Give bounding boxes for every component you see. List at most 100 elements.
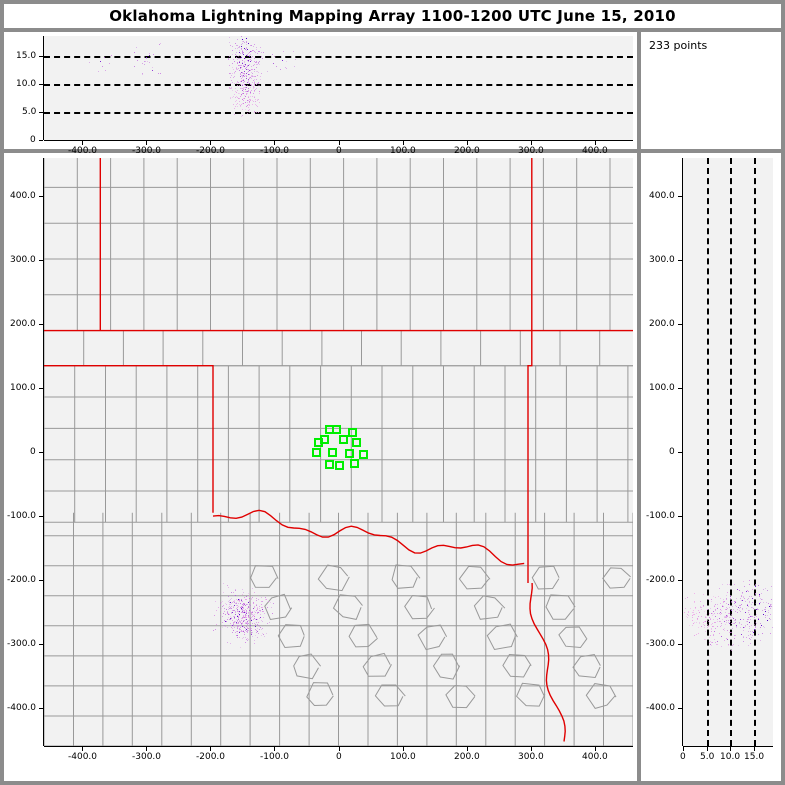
source-point <box>743 641 744 642</box>
source-point <box>765 607 766 608</box>
source-point <box>241 44 242 45</box>
source-point <box>243 608 244 609</box>
source-point <box>239 631 240 632</box>
lma-station-marker[interactable] <box>332 425 341 434</box>
x-axis-tick-label: 5.0 <box>700 752 715 762</box>
lma-station-marker[interactable] <box>345 449 354 458</box>
source-point <box>249 625 250 626</box>
source-point <box>250 59 251 60</box>
plan-view-map-panel[interactable]: -400.0 -300.0 -200.0 -100.0 0 100.0 200.0 300.0… <box>4 153 637 781</box>
county-border <box>404 594 435 620</box>
source-point <box>261 607 262 608</box>
source-point <box>770 614 771 615</box>
source-point <box>250 84 251 85</box>
source-point <box>756 609 757 610</box>
source-point <box>234 94 235 95</box>
source-point <box>236 45 237 46</box>
source-point <box>245 614 246 615</box>
source-point <box>256 605 257 606</box>
source-point <box>249 56 250 57</box>
source-point <box>734 638 735 639</box>
source-point <box>755 603 756 604</box>
source-point <box>255 62 256 63</box>
source-point <box>725 612 726 613</box>
source-point <box>239 601 240 602</box>
source-point <box>239 101 240 102</box>
source-point <box>258 612 259 613</box>
source-point <box>224 608 225 609</box>
source-point <box>711 599 712 600</box>
source-point <box>257 75 258 76</box>
source-point <box>231 612 232 613</box>
y-axis-tick-label: 100.0 <box>649 383 675 393</box>
source-point <box>234 618 235 619</box>
lma-station-marker[interactable] <box>328 448 337 457</box>
source-point <box>229 608 230 609</box>
source-point <box>142 74 143 75</box>
source-point <box>280 69 281 70</box>
altitude-vs-east-west-panel[interactable]: -400.0 -300.0 -200.0 -100.0 0 100.0 200.0 300.0… <box>4 32 637 156</box>
lma-station-marker[interactable] <box>335 461 344 470</box>
source-point <box>728 620 729 621</box>
source-point <box>721 623 722 624</box>
source-point <box>241 81 242 82</box>
source-point <box>248 620 249 621</box>
source-point <box>238 93 239 94</box>
source-point <box>238 606 239 607</box>
source-point <box>251 628 252 629</box>
source-point <box>248 74 249 75</box>
lma-station-marker[interactable] <box>325 460 334 469</box>
source-point <box>240 81 241 82</box>
source-point <box>746 591 747 592</box>
source-point <box>159 44 160 45</box>
source-point <box>283 51 284 52</box>
lma-station-marker[interactable] <box>352 438 361 447</box>
source-point <box>713 635 714 636</box>
source-point <box>145 61 146 62</box>
lma-station-marker[interactable] <box>348 428 357 437</box>
county-border <box>293 653 321 680</box>
source-point <box>725 624 726 625</box>
lma-station-marker[interactable] <box>359 450 368 459</box>
source-point <box>755 627 756 628</box>
lma-station-marker[interactable] <box>312 448 321 457</box>
altitude-vs-east-west-plot[interactable] <box>44 36 633 140</box>
source-point <box>728 644 729 645</box>
source-point <box>226 609 227 610</box>
source-point <box>734 623 735 624</box>
source-point <box>98 71 99 72</box>
source-point <box>246 75 247 76</box>
source-point <box>229 73 230 74</box>
source-point <box>256 88 257 89</box>
source-point <box>713 619 714 620</box>
county-state-boundaries <box>44 158 633 746</box>
source-point <box>242 85 243 86</box>
source-point <box>246 615 247 616</box>
source-point <box>244 66 245 67</box>
lma-station-marker[interactable] <box>350 459 359 468</box>
source-point <box>248 613 249 614</box>
source-point <box>254 58 255 59</box>
source-point <box>242 610 243 611</box>
county-border <box>306 682 334 707</box>
lma-station-marker[interactable] <box>339 435 348 444</box>
source-point <box>250 70 251 71</box>
source-point <box>258 622 259 623</box>
source-point <box>244 604 245 605</box>
source-point <box>752 616 753 617</box>
source-point <box>232 73 233 74</box>
source-point <box>225 603 226 604</box>
altitude-vs-north-south-plot[interactable] <box>683 158 773 746</box>
source-point <box>227 619 228 620</box>
source-point <box>247 608 248 609</box>
source-point <box>160 73 161 74</box>
lma-station-marker[interactable] <box>320 435 329 444</box>
source-point <box>734 601 735 602</box>
source-point <box>236 602 237 603</box>
source-point <box>694 635 695 636</box>
source-point <box>242 90 243 91</box>
plan-view-map-plot[interactable] <box>44 158 633 746</box>
source-point <box>717 641 718 642</box>
altitude-vs-north-south-panel[interactable]: 0 5.0 10.0 15.0 -400.0 -300.0 -200.0 -100.0 0 100… <box>641 153 781 781</box>
source-point <box>243 620 244 621</box>
